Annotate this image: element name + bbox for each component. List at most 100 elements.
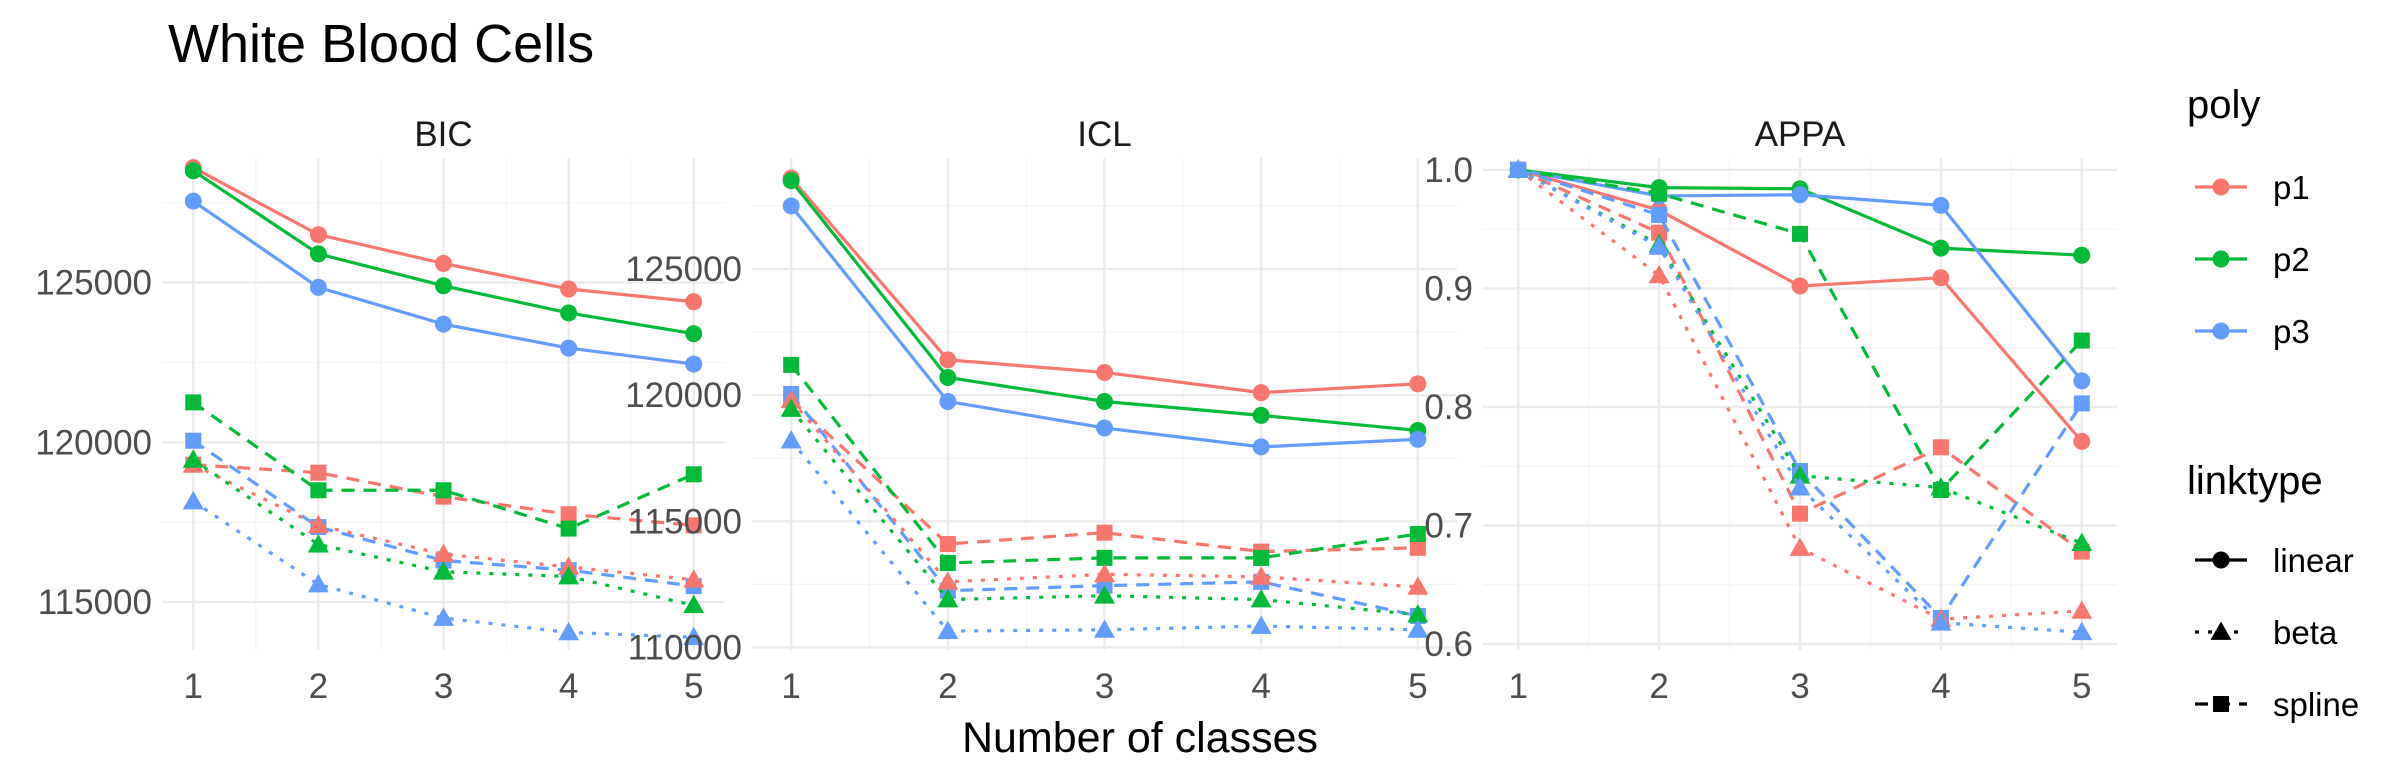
chart-title: White Blood Cells [168,14,594,74]
data-point [1252,384,1270,402]
data-point [1507,159,1529,178]
legend-key-marker [2212,178,2230,196]
data-point [1651,206,1668,223]
data-point [1407,576,1429,595]
data-point [1096,549,1113,566]
data-point [309,278,327,296]
data-point [1096,419,1113,437]
legend-label: beta [2273,614,2338,651]
series-p3-beta [780,430,1429,639]
x-tick-label: 1 [1508,667,1527,706]
data-point [435,315,452,333]
data-point [2071,532,2093,552]
data-point [1648,264,1670,284]
legend-item-linear: linear [2195,542,2354,579]
data-point [558,556,580,575]
x-tick-label: 2 [1649,667,1668,706]
data-point [1648,236,1670,255]
data-point [1789,537,1811,556]
facet-label-appa: APPA [1755,115,1846,154]
data-point [558,621,580,641]
series-line [192,463,694,582]
y-tick-label: 120000 [625,376,742,415]
legend-key-marker [2212,250,2230,268]
data-point [185,394,202,411]
x-tick-label: 1 [184,667,203,706]
x-tick-label: 5 [684,667,703,706]
y-tick-label: 0.7 [1424,507,1473,546]
x-tick-label: 4 [1931,667,1950,706]
y-tick-label: 0.9 [1424,269,1473,308]
legend-item-p3: p3 [2195,313,2310,350]
data-point [1792,225,1808,242]
data-point [307,514,329,534]
series-p3-linear [184,192,703,373]
y-tick-label: 0.8 [1424,388,1473,427]
data-point [939,536,956,553]
series-p1-linear [1509,161,2091,450]
data-point [2073,246,2091,264]
legend-title-linktype: linktype [2187,459,2323,503]
x-axis-label: Number of classes [962,714,1318,762]
data-point [433,607,454,626]
data-point [307,574,329,593]
data-point [560,520,577,537]
data-point [182,449,204,468]
legend-item-beta: beta [2195,614,2338,651]
data-point [1407,604,1429,623]
series-line [1517,168,2082,634]
data-point [1792,505,1808,522]
legend-key-marker [2210,621,2232,640]
x-tick-label: 2 [309,667,328,706]
data-point [435,277,452,295]
data-point [1407,619,1429,638]
legend-label: linear [2273,542,2354,579]
legend-item-p1: p1 [2195,169,2310,206]
data-point [939,554,956,571]
legend-label: spline [2273,686,2359,723]
x-tick-label: 3 [434,667,453,706]
series-p2-beta [182,449,705,614]
legend-key-marker [2212,322,2230,340]
data-point [1252,406,1270,424]
legend-label: p3 [2273,313,2310,350]
panel-appa: 1 2 3 4 5 0.6 0.7 0.8 0.9 1.0 APPA [1424,115,2117,706]
data-point [1930,612,1952,631]
data-point [560,506,577,523]
data-point [937,589,959,608]
data-point [1409,525,1426,542]
data-point [309,226,327,244]
data-point [1930,477,1952,496]
data-point [782,172,800,190]
legend-key-marker [2212,551,2230,569]
data-point [2073,372,2091,390]
legend-label: p1 [2273,169,2310,206]
data-point [184,162,202,180]
x-tick-label: 3 [1095,667,1114,706]
data-point [939,392,957,410]
data-point [683,626,705,646]
x-tick-label: 1 [781,667,800,706]
y-tick-label: 125000 [35,264,152,303]
panel-bic: 1 2 3 4 5 115000 120000 125000 BIC [35,115,725,706]
series-p2-linear [184,162,703,343]
data-point [937,571,959,590]
data-point [433,561,454,580]
legend-title-poly: poly [2187,83,2260,127]
series-p2-spline [185,394,702,537]
data-point [1791,277,1809,295]
data-point [685,517,702,534]
data-point [937,620,959,639]
x-tick-label: 5 [1408,667,1427,706]
series-p3-beta [182,490,705,646]
x-tick-label: 5 [2072,667,2091,706]
data-point [780,398,802,417]
data-point [939,369,957,387]
data-point [1096,392,1113,410]
series-p1-beta [182,454,705,588]
legend: poly p1 p2 p3 linktype linear beta spline [2187,83,2359,723]
series-p3-linear [782,197,1427,456]
data-point [683,594,705,614]
